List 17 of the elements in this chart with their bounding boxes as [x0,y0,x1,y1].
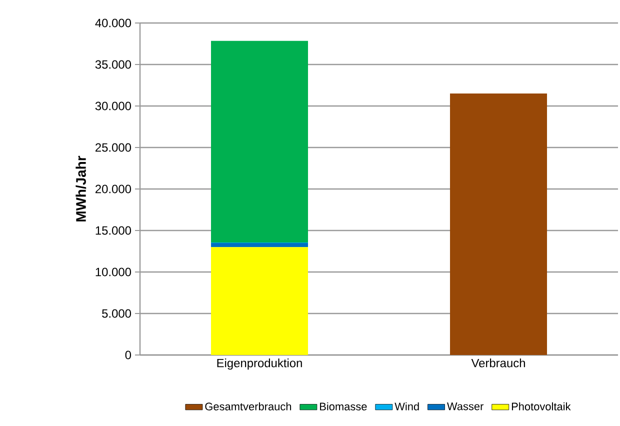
y-tick-label: 20.000 [96,184,132,194]
y-tick-label: 10.000 [96,268,132,276]
y-tick-label: 40.000 [95,18,132,28]
y-tick-label: 25.000 [96,143,132,152]
y-axis-title: MWh/Jahr [76,156,86,222]
legend-label: Biomasse [320,402,367,410]
x-tick-label: Eigenproduktion [217,358,302,370]
legend-label: Wind [394,402,419,410]
y-tick-label: 15.000 [96,226,132,235]
legend-label: Gesamtverbrauch [205,402,292,410]
y-tick-label: 5.000 [102,309,132,318]
y-tick-label: 0 [125,350,132,360]
y-tick-label: 35.000 [95,60,132,69]
x-tick-label: Verbrauch [471,358,525,368]
y-tick-label: 30.000 [95,102,132,110]
legend-label: Photovoltaik [512,402,571,410]
legend-label: Wasser [447,402,484,410]
